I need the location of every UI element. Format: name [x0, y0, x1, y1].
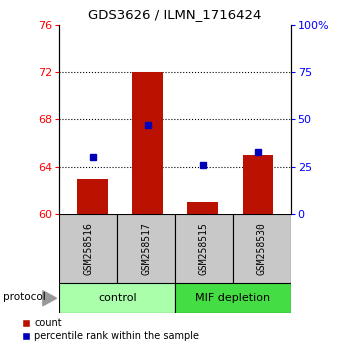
Text: GSM258515: GSM258515 [199, 222, 209, 275]
Text: GSM258530: GSM258530 [257, 222, 267, 275]
Polygon shape [43, 291, 56, 306]
Bar [187, 202, 218, 214]
Bar [233, 214, 291, 283]
Bar [175, 283, 291, 313]
Bar [242, 155, 273, 214]
Bar [133, 72, 163, 214]
Text: MIF depletion: MIF depletion [195, 293, 270, 303]
Text: GSM258516: GSM258516 [83, 222, 94, 275]
Bar [59, 283, 175, 313]
Text: GSM258517: GSM258517 [141, 222, 151, 275]
Text: protocol: protocol [3, 292, 46, 302]
Bar [175, 214, 233, 283]
Bar [59, 214, 117, 283]
Text: control: control [98, 293, 137, 303]
Bar [117, 214, 175, 283]
Bar [78, 179, 108, 214]
Legend: count, percentile rank within the sample: count, percentile rank within the sample [22, 318, 200, 341]
Title: GDS3626 / ILMN_1716424: GDS3626 / ILMN_1716424 [88, 8, 262, 21]
